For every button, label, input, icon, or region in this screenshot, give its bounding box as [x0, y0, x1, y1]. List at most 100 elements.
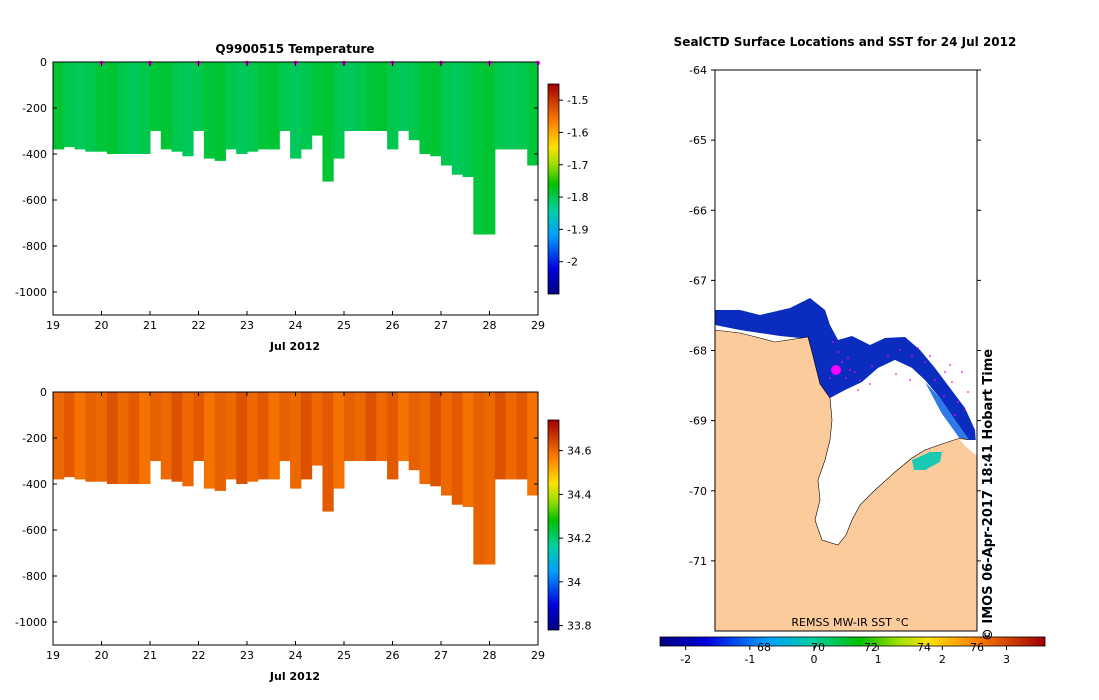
lat-tick-label: -65: [689, 134, 707, 147]
profile-column: [290, 62, 302, 159]
ctd-location-dot: [849, 369, 851, 371]
profile-column: [193, 392, 205, 461]
profile-column: [160, 392, 173, 480]
x-tick-label: 22: [192, 649, 206, 662]
ctd-location-dot: [949, 364, 951, 366]
coastal-ice-patch: [912, 452, 942, 470]
profile-column: [85, 62, 97, 152]
x-tick-label: 27: [434, 319, 448, 332]
profile-column: [96, 392, 108, 482]
profile-column: [279, 392, 291, 461]
profile-column: [516, 62, 528, 150]
profile-column: [408, 392, 420, 471]
x-tick-label: 22: [192, 319, 206, 332]
profile-column: [505, 62, 517, 150]
profile-column: [376, 62, 388, 131]
profile-column: [354, 392, 367, 461]
coastal-inlet: [960, 440, 977, 456]
salinity-data-layer: [53, 392, 539, 565]
profile-column: [473, 62, 485, 235]
map-title: SealCTD Surface Locations and SST for 24…: [674, 35, 1017, 49]
ctd-cluster-marker: [831, 365, 841, 375]
x-tick-label: 23: [240, 319, 254, 332]
profile-column: [214, 62, 226, 161]
temp-colorbar-ticks: -1.5 -1.6 -1.7 -1.8 -1.9 -2: [559, 94, 588, 269]
profile-column: [193, 62, 205, 131]
profile-column: [387, 392, 399, 480]
profile-column: [300, 392, 313, 480]
colorbar-tick-label: 34.4: [567, 488, 592, 501]
profile-column: [257, 392, 270, 480]
profile-column: [53, 392, 65, 480]
temp-colorbar: [547, 83, 560, 295]
profile-column: [247, 392, 259, 482]
sst-tick-label: 2: [939, 653, 946, 666]
profile-column: [257, 62, 270, 150]
ctd-location-dot: [847, 357, 849, 359]
profile-column: [505, 392, 517, 480]
profile-column: [354, 62, 367, 131]
x-tick-label: 28: [483, 319, 497, 332]
profile-column: [311, 62, 323, 136]
profile-column: [300, 62, 313, 150]
lat-tick-label: -70: [689, 485, 707, 498]
salinity-x-axis-label: Jul 2012: [269, 670, 320, 683]
ctd-location-dot: [964, 409, 966, 411]
land-antarctica: [714, 329, 978, 632]
colorbar-tick-label: 34.6: [567, 445, 592, 458]
profile-column: [516, 392, 528, 480]
profile-column: [419, 62, 431, 154]
profile-column: [484, 62, 496, 235]
profile-column: [344, 392, 356, 461]
x-tick-label: 25: [337, 319, 351, 332]
profile-column: [408, 62, 420, 141]
sst-tick-label: 1: [875, 653, 882, 666]
profile-column: [171, 392, 183, 482]
profile-column: [387, 62, 399, 150]
temp-x-axis-label: Jul 2012: [269, 340, 320, 353]
sst-fahrenheit-label: 76: [970, 641, 984, 654]
profile-column: [333, 392, 345, 489]
profile-column: [494, 392, 507, 480]
profile-column: [74, 62, 86, 150]
profile-column: [182, 392, 194, 487]
profile-column: [128, 62, 140, 154]
profile-column: [106, 62, 119, 154]
y-tick-label: -600: [22, 194, 47, 207]
x-tick-label: 27: [434, 649, 448, 662]
profile-column: [451, 62, 464, 175]
ctd-location-dot: [967, 391, 969, 393]
ctd-location-dot: [895, 373, 897, 375]
profile-column: [160, 62, 173, 150]
y-tick-label: -200: [22, 102, 47, 115]
colorbar-tick-label: -1.6: [567, 126, 588, 139]
profile-column: [290, 392, 302, 489]
profile-column: [365, 62, 377, 131]
profile-column: [430, 392, 442, 487]
profile-column: [441, 392, 453, 496]
x-tick-label: 19: [46, 649, 60, 662]
ctd-location-dot: [929, 355, 931, 357]
x-tick-label: 26: [386, 649, 400, 662]
profile-column: [203, 392, 216, 489]
ctd-locations: [829, 341, 969, 416]
profile-column: [322, 62, 334, 182]
ctd-location-dot: [837, 351, 839, 353]
profile-column: [430, 62, 442, 157]
profile-column: [484, 392, 496, 565]
colorbar-tick-label: -1.9: [567, 223, 588, 236]
colorbar-tick-label: -1.5: [567, 94, 588, 107]
profile-column: [182, 62, 194, 157]
profile-column: [494, 62, 507, 150]
sst-fahrenheit-label: 74: [917, 641, 931, 654]
colorbar-tick-label: 33.8: [567, 620, 592, 633]
profile-column: [527, 62, 539, 166]
colorbar-tick-label: -2: [567, 256, 578, 269]
lat-tick-label: -68: [689, 345, 707, 358]
x-tick-label: 20: [95, 319, 109, 332]
x-tick-label: 26: [386, 319, 400, 332]
profile-column: [473, 392, 485, 565]
profile-column: [150, 62, 162, 131]
profile-column: [247, 62, 259, 152]
profile-column: [344, 62, 356, 131]
